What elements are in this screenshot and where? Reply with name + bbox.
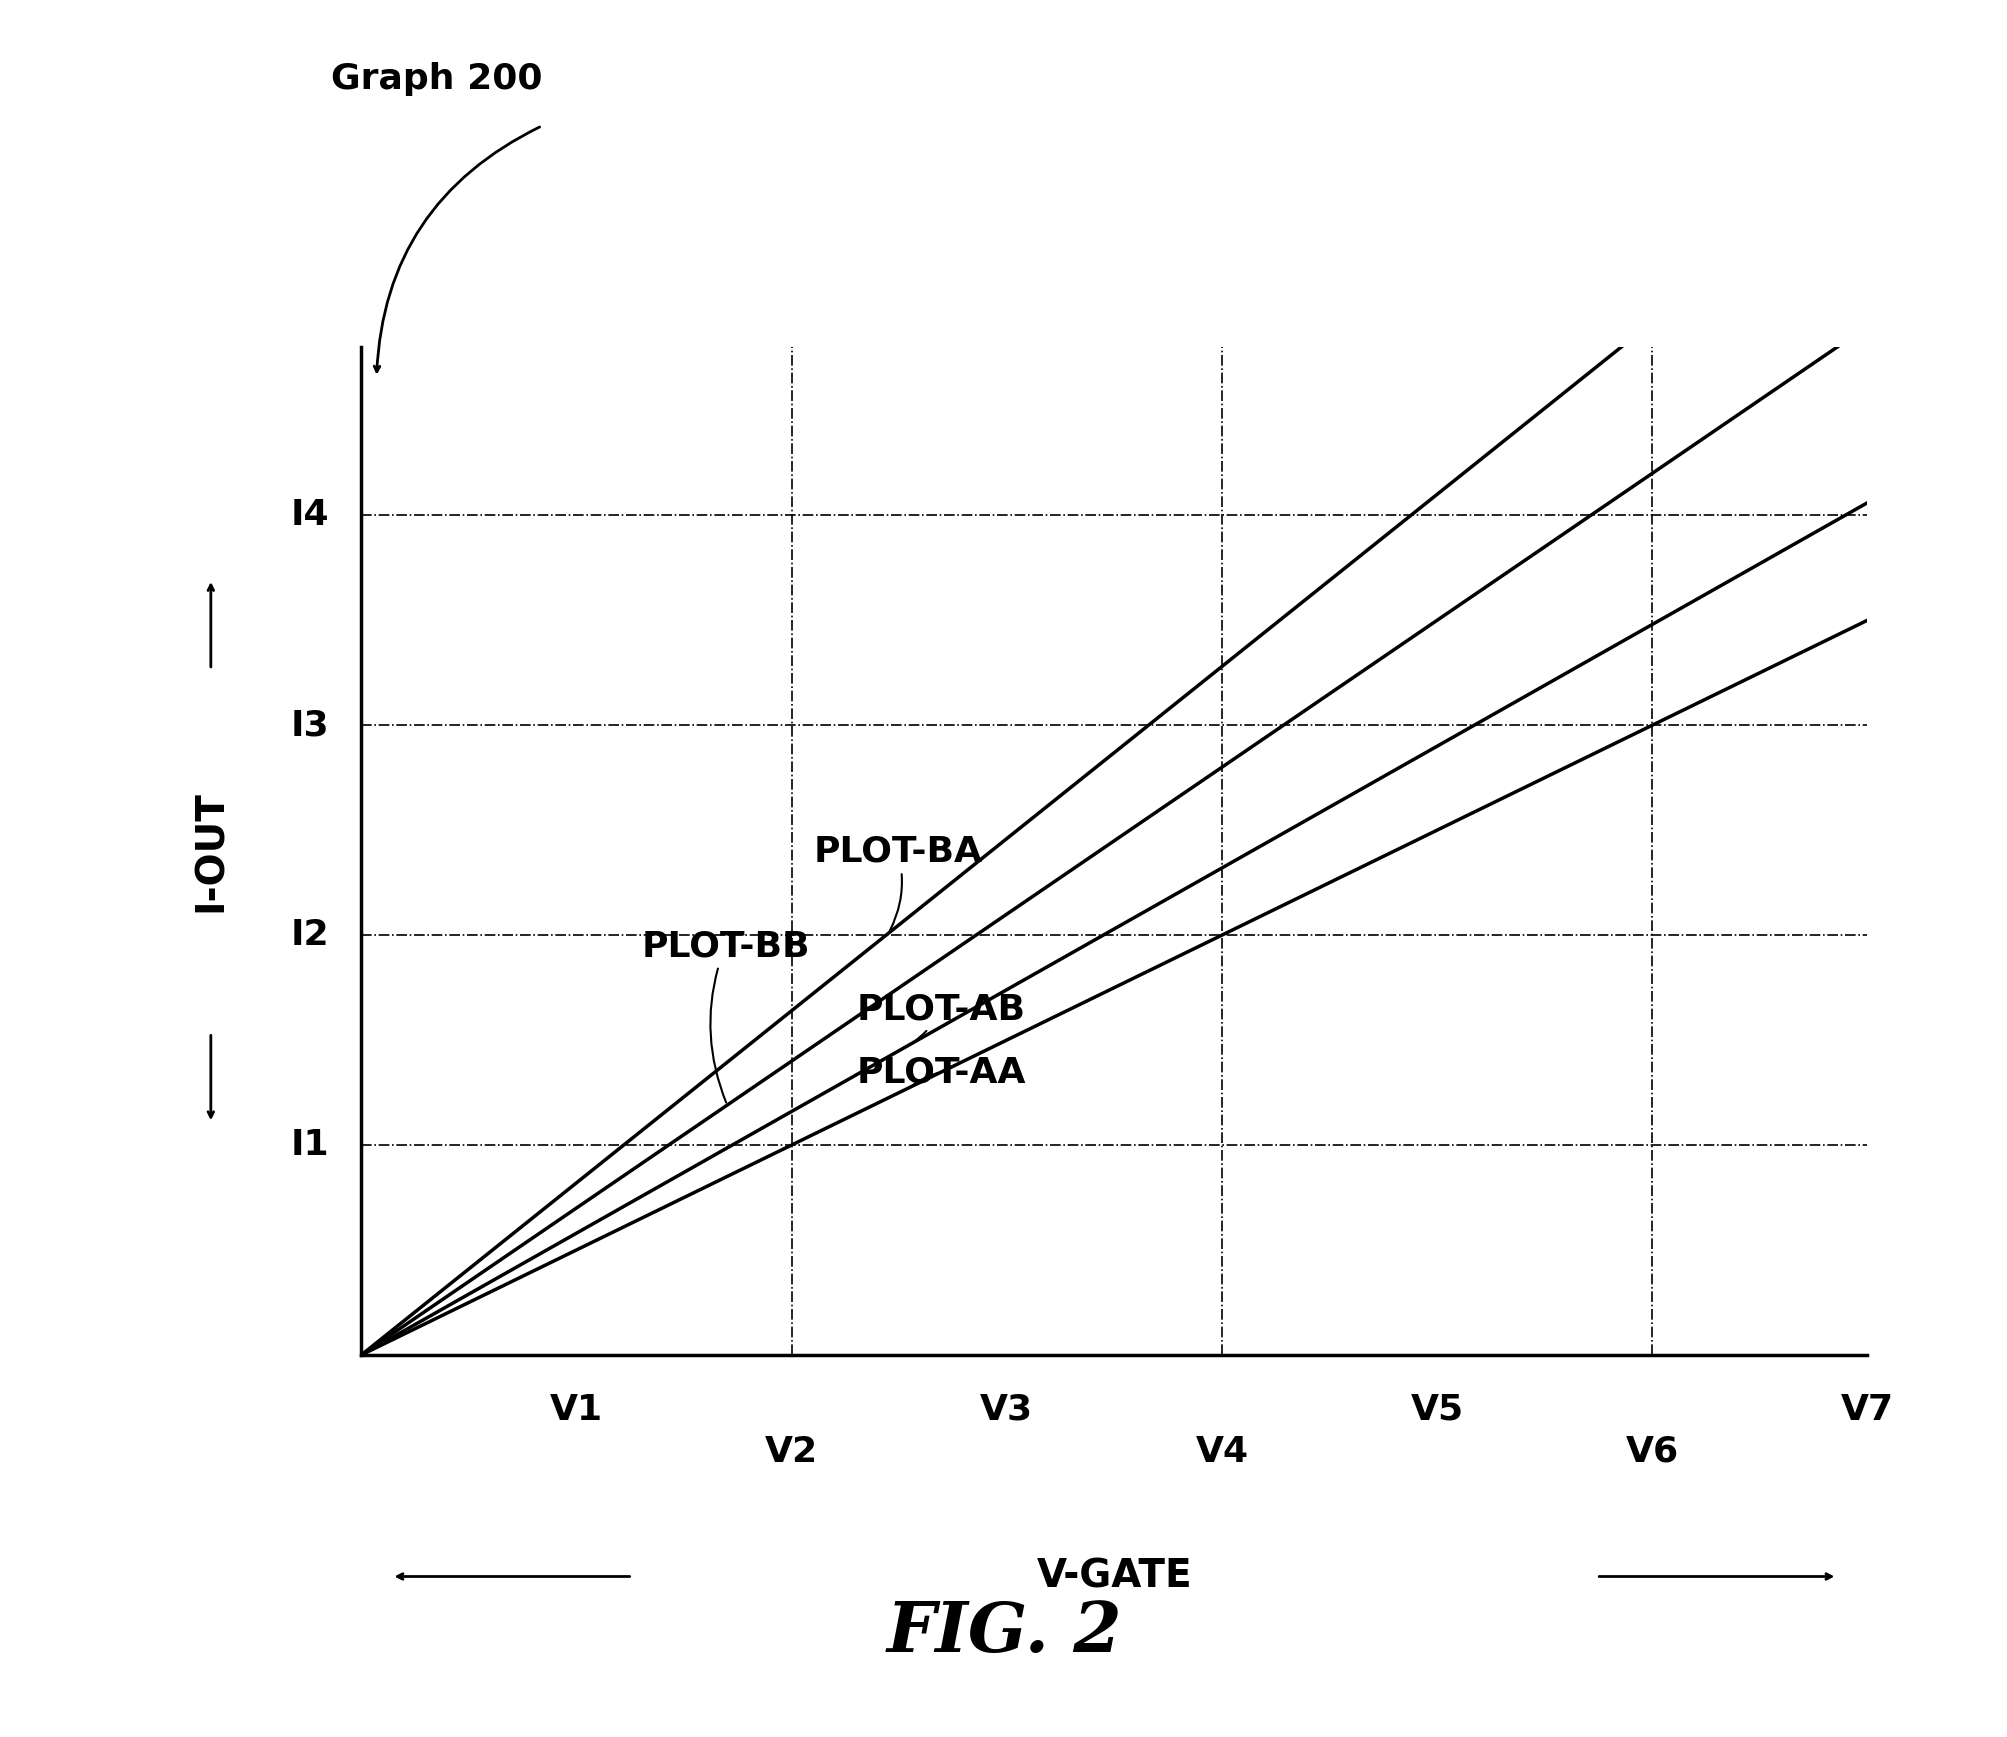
Text: PLOT-AB: PLOT-AB [855, 992, 1026, 1042]
Text: I-OUT: I-OUT [193, 790, 229, 912]
Text: PLOT-BB: PLOT-BB [640, 929, 809, 1103]
Text: I1: I1 [291, 1127, 329, 1162]
Text: FIG. 2: FIG. 2 [885, 1600, 1122, 1666]
Text: PLOT-BA: PLOT-BA [813, 834, 981, 931]
Text: V1: V1 [550, 1393, 602, 1426]
Text: V2: V2 [765, 1435, 819, 1468]
Text: Graph 200: Graph 200 [331, 61, 542, 96]
Text: V5: V5 [1409, 1393, 1463, 1426]
Text: I2: I2 [291, 919, 329, 952]
Text: I3: I3 [291, 709, 329, 742]
Text: V4: V4 [1194, 1435, 1248, 1468]
Text: I4: I4 [291, 499, 329, 532]
Text: V7: V7 [1840, 1393, 1893, 1426]
Text: PLOT-AA: PLOT-AA [855, 1054, 1026, 1089]
Text: V6: V6 [1626, 1435, 1678, 1468]
Text: V-GATE: V-GATE [1036, 1558, 1192, 1596]
Text: V3: V3 [979, 1393, 1034, 1426]
